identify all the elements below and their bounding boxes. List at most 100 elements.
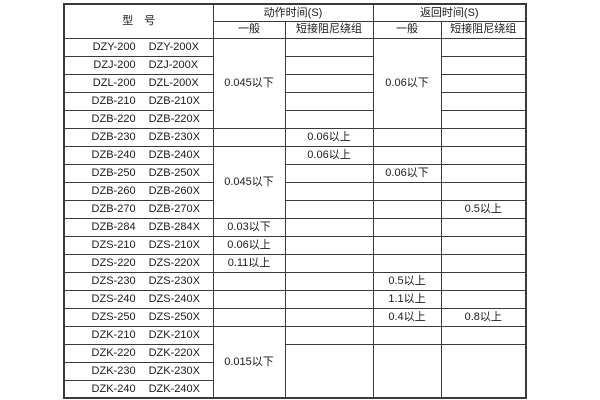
- model-base: DZK-230: [91, 364, 136, 377]
- model-cell: DZS-210 DZS-210X: [63, 235, 214, 255]
- table-row: DZB-250 DZB-250X 0.06以下: [63, 163, 527, 183]
- table-row: DZB-270 DZB-270X 0.5以上: [63, 199, 527, 219]
- cell-return-damping: [440, 271, 527, 291]
- model-base: DZB-260: [91, 184, 136, 197]
- cell-action-general: [212, 307, 286, 327]
- cell-action-general: 0.03以下: [212, 217, 286, 237]
- model-base: DZS-250: [91, 310, 136, 323]
- model-pair: DZB-260 DZB-260X: [65, 184, 212, 197]
- cell-action-damping: [284, 199, 374, 219]
- model-base: DZY-200: [92, 40, 136, 53]
- cell-return-damping: [440, 145, 527, 165]
- cell-return-damping: [440, 181, 527, 201]
- model-pair: DZS-230 DZS-230X: [65, 274, 212, 287]
- header-row-groups: 型 号 动作时间(S) 返回时间(S): [63, 3, 527, 39]
- table-row: DZB-260 DZB-260X: [63, 181, 527, 201]
- table-row: DZY-200 DZY-200X 0.045以下 0.06以下: [63, 37, 527, 129]
- cell-return-general: [372, 325, 442, 345]
- table-row: DZK-230 DZK-230X: [63, 361, 526, 381]
- cell-action-damping: [284, 289, 374, 309]
- model-x-variant: DZB-260X: [148, 184, 200, 197]
- model-x-variant: DZB-284X: [148, 220, 200, 233]
- model-cell: DZB-210 DZB-210X: [63, 91, 214, 111]
- model-x-variant: DZL-200X: [148, 76, 199, 89]
- model-base: DZS-240: [91, 292, 136, 305]
- cell-return-general: [372, 235, 442, 255]
- cell-action-damping: [284, 235, 374, 255]
- cell-return-general: 0.06以下: [372, 163, 442, 183]
- cell-action-damping: [284, 307, 374, 327]
- cell-return-general: 0.4以上: [372, 307, 442, 327]
- model-pair: DZS-250 DZS-250X: [65, 310, 212, 323]
- table-header: 型 号 动作时间(S) 返回时间(S) 一般 短接阻尼绕组 一般 短接阻尼绕组: [63, 3, 527, 39]
- table-body: DZY-200 DZY-200X 0.045以下 0.06以下 DZJ-200 DZJ-2…: [63, 37, 527, 399]
- model-base: DZB-210: [91, 94, 136, 107]
- cell-action-damping: 0.06以上: [284, 145, 374, 165]
- model-cell: DZL-200 DZL-200X: [63, 73, 214, 93]
- model-base: DZK-240: [91, 382, 136, 395]
- cell-action-damping: [284, 325, 374, 345]
- cell-action-damping: 0.06以上: [284, 127, 374, 147]
- model-pair: DZS-240 DZS-240X: [65, 292, 212, 305]
- table-row: DZS-240 DZS-240X 1.1以上: [63, 289, 527, 309]
- cell-action-damping: [284, 91, 374, 111]
- cell-return-general: [372, 145, 442, 165]
- cell-return-damping: [440, 163, 527, 183]
- model-cell: DZK-220 DZK-220X: [63, 343, 214, 363]
- model-cell: DZS-240 DZS-240X: [63, 289, 214, 309]
- cell-return-damping: [440, 127, 527, 147]
- model-x-variant: DZS-240X: [148, 292, 200, 305]
- cell-return-damping: [440, 91, 527, 111]
- model-pair: DZB-270 DZB-270X: [65, 203, 212, 215]
- cell-return-general: [372, 253, 442, 273]
- model-x-variant: DZB-250X: [148, 166, 200, 179]
- model-x-variant: DZS-250X: [148, 310, 200, 323]
- cell-return-damping: [440, 217, 527, 237]
- model-base: DZS-220: [91, 256, 136, 269]
- cell-action-general: [212, 289, 286, 309]
- model-pair: DZY-200 DZY-200X: [65, 40, 212, 53]
- cell-action-damping: [284, 109, 374, 129]
- table-row: DZK-240 DZK-240X: [63, 379, 526, 399]
- cell-return-damping: [440, 73, 527, 93]
- model-x-variant: DZK-220X: [148, 346, 200, 359]
- cell-return-general: 0.5以上: [372, 271, 442, 291]
- model-cell: DZS-230 DZS-230X: [63, 271, 214, 291]
- header-return-time: 返回时间(S): [372, 3, 527, 22]
- model-cell: DZB-250 DZB-250X: [63, 163, 214, 183]
- relay-timing-table: 型 号 动作时间(S) 返回时间(S) 一般 短接阻尼绕组 一般 短接阻尼绕组 …: [63, 3, 528, 399]
- model-base: DZB-284: [91, 220, 136, 233]
- cell-return-general: [372, 127, 442, 147]
- header-action-damping: 短接阻尼绕组: [284, 20, 374, 39]
- table-row: DZL-200 DZL-200X: [63, 73, 527, 93]
- cell-action-damping: [284, 343, 374, 399]
- model-base: DZS-230: [91, 274, 136, 287]
- cell-action-damping: [284, 73, 374, 93]
- model-x-variant: DZB-220X: [148, 112, 200, 125]
- model-pair: DZB-250 DZB-250X: [65, 166, 212, 179]
- model-pair: DZK-210 DZK-210X: [65, 328, 212, 341]
- model-pair: DZK-240 DZK-240X: [65, 382, 212, 395]
- header-return-general: 一般: [372, 20, 442, 39]
- model-x-variant: DZS-220X: [148, 256, 200, 269]
- model-pair: DZB-230 DZB-230X: [65, 131, 212, 143]
- model-cell: DZS-250 DZS-250X: [63, 307, 214, 327]
- model-pair: DZB-284 DZB-284X: [65, 220, 212, 233]
- cell-action-general: [212, 127, 286, 147]
- model-x-variant: DZY-200X: [148, 40, 199, 53]
- header-action-general: 一般: [212, 20, 286, 39]
- cell-return-general: 1.1以上: [372, 289, 442, 309]
- cell-return-damping: [440, 289, 527, 309]
- cell-return-damping: [440, 37, 527, 57]
- model-x-variant: DZK-230X: [148, 364, 200, 377]
- model-pair: DZB-210 DZB-210X: [65, 94, 212, 107]
- model-x-variant: DZS-230X: [148, 274, 200, 287]
- cell-action-general: 0.11以上: [212, 253, 286, 273]
- model-cell: DZB-220 DZB-220X: [63, 109, 214, 129]
- cell-return-general: 0.06以下: [372, 37, 442, 129]
- cell-action-general: 0.015以下: [212, 325, 286, 399]
- model-base: DZK-210: [91, 328, 136, 341]
- cell-action-general: 0.045以下: [212, 145, 286, 219]
- table-row: DZS-210 DZS-210X 0.06以上: [63, 235, 527, 255]
- model-base: DZB-220: [91, 112, 136, 125]
